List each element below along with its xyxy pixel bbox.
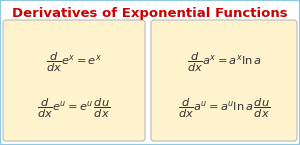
Text: $\dfrac{d}{dx}e^x = e^x$: $\dfrac{d}{dx}e^x = e^x$	[46, 50, 102, 74]
Text: $\dfrac{d}{dx}a^u = a^u \ln a\,\dfrac{du}{dx}$: $\dfrac{d}{dx}a^u = a^u \ln a\,\dfrac{du…	[178, 96, 270, 120]
Text: Derivatives of Exponential Functions: Derivatives of Exponential Functions	[12, 7, 288, 19]
FancyBboxPatch shape	[3, 20, 145, 141]
Text: $\dfrac{d}{dx}a^x = a^x \ln a$: $\dfrac{d}{dx}a^x = a^x \ln a$	[187, 50, 261, 74]
FancyBboxPatch shape	[151, 20, 297, 141]
Text: $\dfrac{d}{dx}e^u = e^u\,\dfrac{du}{dx}$: $\dfrac{d}{dx}e^u = e^u\,\dfrac{du}{dx}$	[38, 96, 111, 120]
